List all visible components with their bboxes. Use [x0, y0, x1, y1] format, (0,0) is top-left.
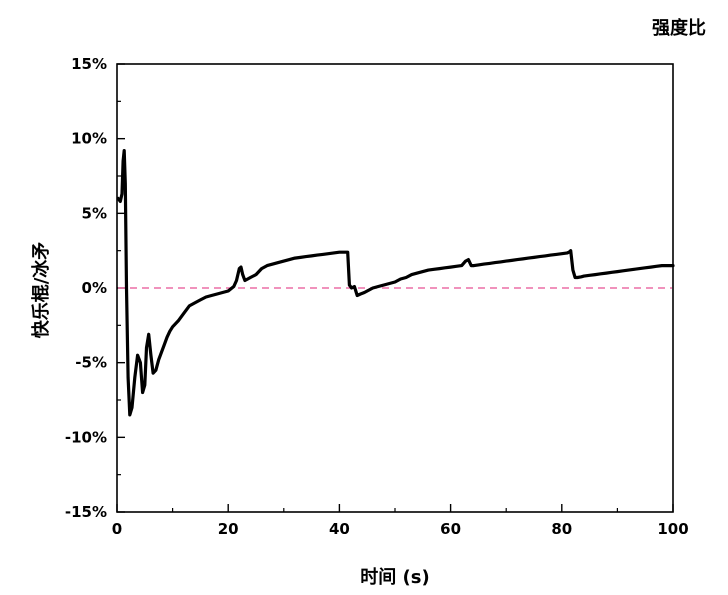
chart-title: 强度比 — [652, 18, 706, 39]
x-tick-label: 20 — [218, 520, 239, 538]
x-axis-label: 时间 (s) — [360, 567, 430, 588]
x-tick-label: 60 — [440, 520, 461, 538]
y-tick-label: 15% — [71, 55, 107, 73]
y-axis-label: 快乐棍/冰矛 — [31, 241, 52, 339]
y-tick-label: 0% — [82, 279, 107, 297]
y-tick-label: -15% — [65, 503, 107, 521]
x-tick-label: 40 — [329, 520, 350, 538]
x-tick-label: 0 — [112, 520, 122, 538]
x-tick-label: 80 — [551, 520, 572, 538]
x-tick-label: 100 — [657, 520, 688, 538]
y-tick-label: -10% — [65, 428, 107, 446]
y-tick-label: -5% — [75, 354, 107, 372]
y-tick-label: 5% — [82, 204, 107, 222]
y-tick-label: 10% — [71, 130, 107, 148]
series-line — [116, 149, 675, 417]
